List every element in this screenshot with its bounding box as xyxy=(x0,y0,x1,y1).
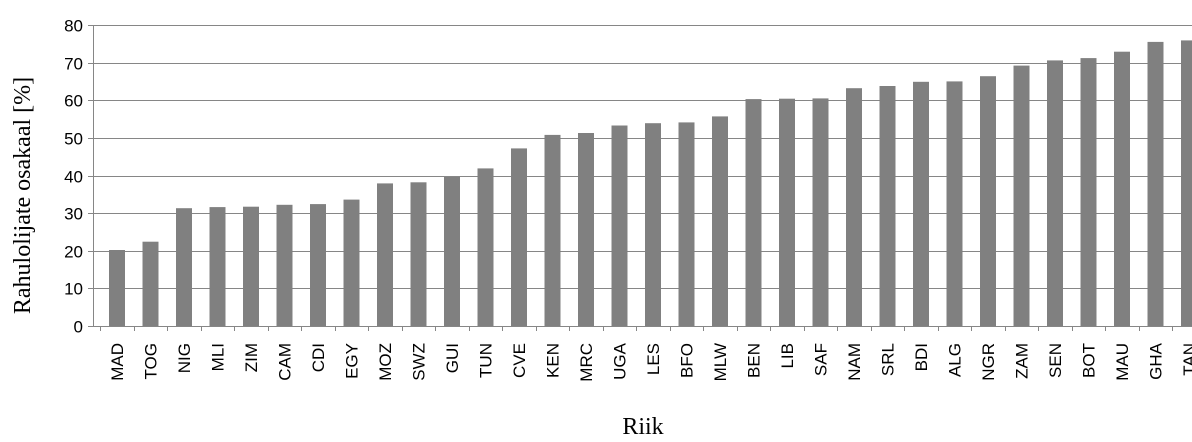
bar-cve xyxy=(511,148,527,326)
x-tick-label: MLW xyxy=(711,343,730,381)
bar-mlw xyxy=(712,116,728,327)
x-tick-label: NGR xyxy=(979,343,998,381)
bar-zam xyxy=(1013,65,1030,326)
x-tick-label: CAM xyxy=(276,343,295,381)
y-tick-label: 20 xyxy=(64,243,83,262)
y-tick-label: 30 xyxy=(64,205,83,224)
x-axis-labels: MAD TOG NIG MLI ZIM CAM CDI EGY MOZ SWZ GUI TUN CVE K… xyxy=(100,326,1192,382)
bar-tan xyxy=(1181,40,1192,327)
gridlines xyxy=(93,25,1192,289)
bar-mau xyxy=(1114,51,1130,326)
bar-bdi xyxy=(913,81,929,326)
bar-lib xyxy=(779,98,795,326)
x-tick-label: UGA xyxy=(611,342,630,380)
x-tick-label: ZIM xyxy=(242,343,261,372)
x-tick-label: NAM xyxy=(845,343,864,381)
x-tick-label: KEN xyxy=(544,343,563,378)
x-tick-label: TAN xyxy=(1180,343,1192,376)
y-tick-label: 10 xyxy=(64,280,83,299)
bar-uga xyxy=(611,125,628,326)
x-tick-label: MAU xyxy=(1113,343,1132,381)
bars xyxy=(109,40,1192,327)
bar-mrc xyxy=(578,133,594,326)
bar-cdi xyxy=(310,204,326,326)
x-axis-title: Riik xyxy=(622,414,663,440)
bar-bot xyxy=(1080,58,1097,326)
bar-alg xyxy=(946,81,963,327)
bar-sen xyxy=(1047,60,1063,327)
bar-nam xyxy=(846,88,862,326)
x-tick-label: MRC xyxy=(577,343,596,382)
y-tick-label: 70 xyxy=(64,55,83,74)
y-tick-label: 50 xyxy=(64,130,83,149)
x-tick-label: GUI xyxy=(443,343,462,373)
bar-cam xyxy=(276,204,293,326)
bar-egy xyxy=(343,199,360,326)
x-tick-label: ZAM xyxy=(1013,343,1032,379)
x-tick-label: TOG xyxy=(142,343,161,380)
y-tick-label: 40 xyxy=(64,168,83,187)
x-tick-label: SRL xyxy=(879,343,898,376)
x-tick-label: SEN xyxy=(1046,343,1065,378)
bar-gui xyxy=(444,177,460,326)
x-tick-label: GHA xyxy=(1147,342,1166,380)
y-axis-ticks: 0 10 20 30 40 50 60 70 80 xyxy=(64,17,94,337)
x-tick-label: MAD xyxy=(108,343,127,381)
x-tick-label: CVE xyxy=(510,343,529,378)
x-tick-label: SAF xyxy=(812,343,831,376)
bar-zim xyxy=(243,206,259,326)
bar-swz xyxy=(410,182,427,326)
bar-ben xyxy=(745,99,762,326)
x-tick-label: BEN xyxy=(745,343,764,378)
bar-ngr xyxy=(980,76,996,326)
x-tick-label: MLI xyxy=(209,343,228,371)
bar-tog xyxy=(142,241,159,326)
x-tick-label: ALG xyxy=(946,343,965,377)
y-tick-label: 80 xyxy=(64,17,83,36)
bar-saf xyxy=(812,98,829,327)
x-tick-label: NIG xyxy=(175,343,194,373)
x-tick-label: BDI xyxy=(912,343,931,371)
x-tick-label: SWZ xyxy=(410,343,429,381)
x-tick-label: MOZ xyxy=(376,343,395,381)
y-tick-label: 0 xyxy=(74,318,83,337)
y-axis-title: Rahulolijate osakaal [%] xyxy=(10,77,36,314)
bar-ken xyxy=(544,134,561,326)
bar-mad xyxy=(109,250,125,326)
x-tick-label: BFO xyxy=(678,343,697,378)
bar-tun xyxy=(477,168,494,326)
x-tick-label: LES xyxy=(644,343,663,375)
x-tick-label: CDI xyxy=(309,343,328,372)
y-tick-label: 60 xyxy=(64,92,83,111)
bar-gha xyxy=(1147,41,1164,327)
bar-srl xyxy=(879,86,896,326)
bar-les xyxy=(645,123,661,326)
x-tick-label: BOT xyxy=(1080,343,1099,378)
x-tick-label: LIB xyxy=(778,343,797,369)
bar-moz xyxy=(377,183,393,326)
x-tick-label: EGY xyxy=(343,343,362,379)
bar-bfo xyxy=(678,122,695,327)
bar-mli xyxy=(209,207,226,326)
x-tick-label: TUN xyxy=(477,343,496,378)
bar-nig xyxy=(176,208,192,326)
